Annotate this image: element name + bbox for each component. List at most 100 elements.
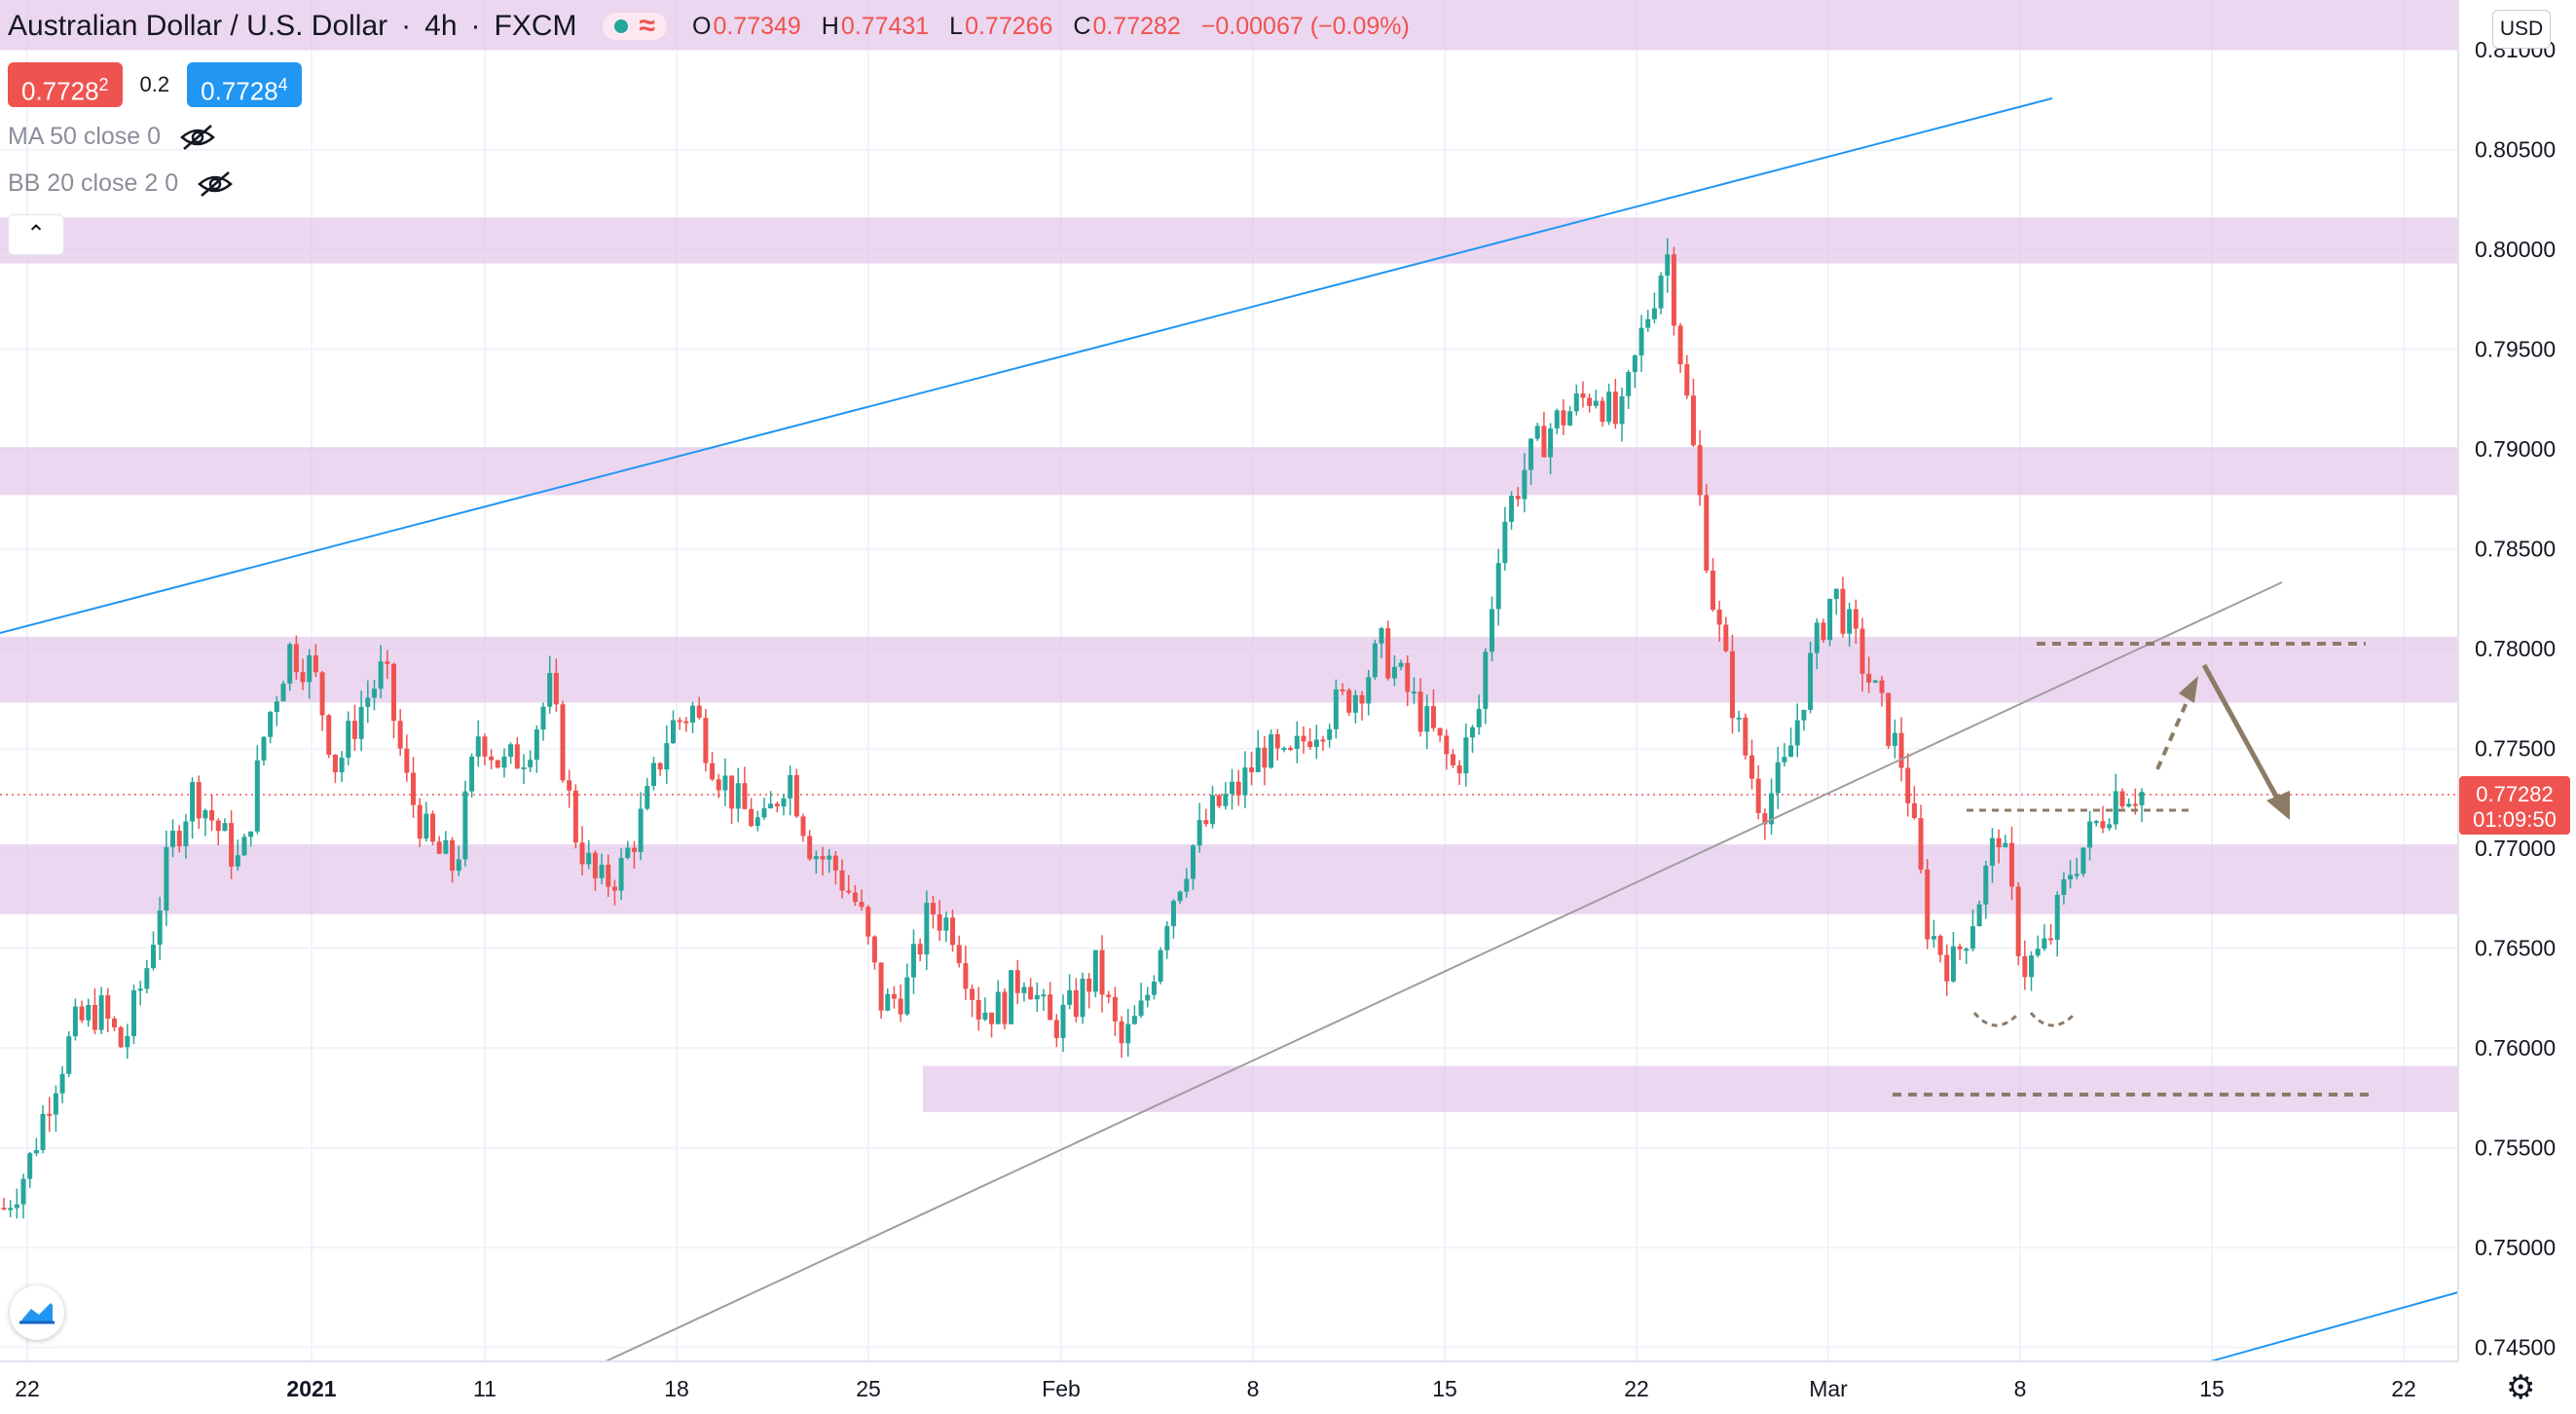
candle-body — [1964, 949, 1969, 951]
candle-body — [86, 1004, 92, 1021]
eye-off-icon[interactable] — [178, 124, 217, 151]
candle-body — [793, 774, 799, 817]
buy-price: 0.7728 — [201, 76, 278, 106]
candle-body — [781, 798, 787, 807]
price-zone[interactable] — [0, 844, 2458, 914]
candle-body — [209, 810, 215, 821]
candle-body — [157, 911, 163, 946]
sell-button[interactable]: 0.77282 — [8, 62, 123, 107]
candle-body — [1483, 651, 1489, 710]
candle-body — [1769, 793, 1775, 825]
candle-body — [540, 706, 546, 730]
symbol-title[interactable]: Australian Dollar / U.S. Dollar — [8, 10, 388, 42]
candle-body — [567, 780, 572, 791]
price-tick-label: 0.78500 — [2475, 537, 2556, 562]
candle-body — [1944, 954, 1950, 982]
interval-label[interactable]: 4h — [424, 10, 458, 42]
candle-body — [1704, 495, 1710, 571]
candle-body — [1053, 1020, 1059, 1038]
gear-icon[interactable]: ⚙ — [2506, 1369, 2536, 1406]
candle-body — [92, 1004, 97, 1030]
candle-body — [1177, 891, 1183, 902]
candle-body — [326, 715, 332, 755]
candle-body — [1294, 735, 1300, 749]
candle-body — [202, 810, 208, 819]
candle-body — [2074, 874, 2079, 876]
tradingview-logo[interactable] — [10, 1285, 64, 1340]
candle-body — [1808, 652, 1814, 710]
price-zone[interactable] — [0, 0, 2458, 51]
candle-body — [579, 842, 585, 865]
candle-body — [397, 721, 403, 749]
candle-body — [898, 998, 903, 1015]
indicator-ma[interactable]: MA 50 close 0 — [8, 123, 217, 151]
candle-body — [254, 760, 260, 832]
candle-body — [2132, 803, 2138, 806]
candle-body — [130, 990, 136, 1036]
data-delay-icon: ≈ — [639, 10, 655, 42]
candle-body — [1021, 986, 1027, 993]
candle-body — [1573, 393, 1579, 412]
candle-body — [742, 783, 748, 809]
candle-body — [1782, 757, 1787, 763]
candle-body — [1840, 588, 1846, 634]
upper-channel-trendline[interactable] — [0, 97, 2053, 634]
candle-body — [1313, 739, 1319, 748]
candle-body — [891, 993, 897, 999]
buy-button[interactable]: 0.77284 — [187, 62, 302, 107]
indicator-bb[interactable]: BB 20 close 2 0 — [8, 169, 235, 198]
collapse-legend-button[interactable]: ⌃ — [8, 214, 64, 255]
candle-body — [1710, 570, 1715, 611]
lower-channel-trendline[interactable] — [2195, 1291, 2459, 1366]
price-zone[interactable] — [0, 447, 2458, 496]
candle-body — [495, 760, 500, 768]
market-status[interactable]: ≈ — [602, 10, 667, 42]
candle-body — [1749, 755, 1755, 779]
candle-body — [307, 655, 313, 683]
time-tick-label: 2021 — [286, 1376, 336, 1401]
time-tick-label: 22 — [2391, 1376, 2416, 1401]
candle-body — [982, 1012, 988, 1020]
eye-off-icon[interactable] — [196, 170, 235, 198]
candle-body — [683, 721, 689, 724]
candle-body — [2061, 878, 2067, 895]
candle-body — [274, 701, 279, 713]
candle-body — [358, 706, 364, 739]
candle-body — [729, 775, 735, 809]
time-tick-label: 25 — [856, 1376, 881, 1401]
candle-body — [125, 1035, 130, 1048]
sell-price: 0.7728 — [21, 76, 99, 106]
price-scale-bg[interactable] — [2458, 0, 2576, 1414]
candle-body — [1827, 598, 1833, 641]
price-tick-label: 0.76000 — [2475, 1035, 2556, 1060]
candle-body — [1859, 628, 1865, 674]
candle-body — [2009, 842, 2015, 887]
candle-body — [2022, 955, 2028, 978]
candle-body — [2093, 821, 2099, 824]
candle-body — [703, 718, 709, 763]
price-zone[interactable] — [923, 1065, 2458, 1112]
candle-body — [66, 1036, 72, 1074]
price-zone[interactable] — [0, 217, 2458, 264]
candle-body — [1281, 748, 1287, 751]
high-label: H — [821, 12, 839, 40]
candle-body — [2015, 886, 2021, 956]
time-scale-bg[interactable] — [0, 1361, 2576, 1414]
low-label: L — [949, 12, 964, 40]
candle-body — [1833, 588, 1839, 599]
currency-selector[interactable]: USD — [2492, 10, 2551, 49]
candle-body — [528, 760, 534, 767]
rising-support-trendline[interactable] — [605, 581, 2283, 1362]
candle-body — [1645, 318, 1651, 328]
candle-body — [1626, 372, 1632, 396]
candle-body — [469, 756, 475, 792]
candle-body — [930, 903, 936, 914]
candle-body — [1690, 395, 1696, 446]
candle-body — [332, 754, 338, 773]
candle-body — [475, 736, 481, 757]
candle-body — [1034, 994, 1040, 1000]
time-tick-label: 8 — [1247, 1376, 1260, 1401]
price-zone[interactable] — [0, 636, 2458, 703]
candle-body — [1684, 364, 1690, 396]
